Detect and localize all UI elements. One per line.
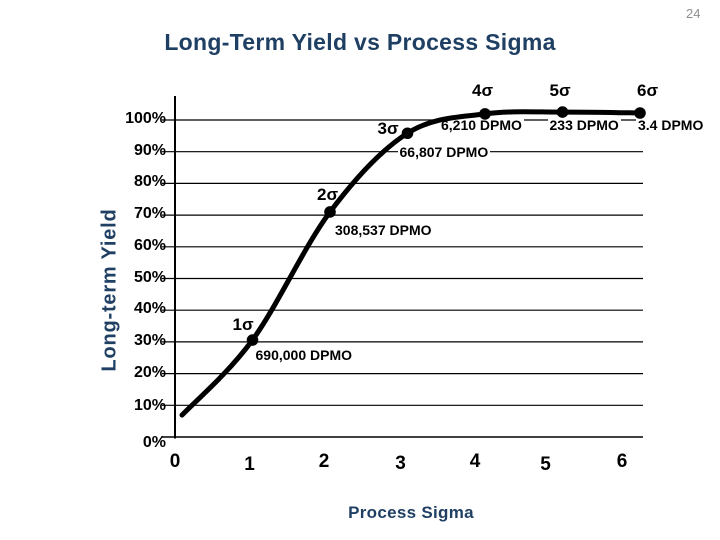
sigma-point-label: 3σ (377, 119, 399, 139)
y-tick-label: 0% (142, 434, 166, 451)
dpmo-label: 6,210 DPMO (439, 117, 524, 135)
y-tick-label: 100% (125, 110, 166, 127)
data-point-marker (246, 334, 259, 346)
sigma-point-label: 2σ (317, 184, 339, 204)
y-tick-label: 90% (133, 141, 166, 159)
sigma-point-label: 5σ (549, 81, 571, 100)
page-number: 24 (686, 6, 701, 21)
dpmo-label: 233 DPMO (547, 117, 621, 135)
y-tick-label: 30% (133, 331, 166, 349)
dpmo-label: 66,807 DPMO (397, 144, 491, 162)
sigma-point-label: 1σ (232, 315, 254, 335)
y-tick-label: 60% (133, 236, 166, 254)
x-tick-label: 6 (616, 451, 628, 472)
sigma-point-label: 6σ (637, 81, 659, 100)
dpmo-label: 3.4 DPMO (636, 117, 706, 135)
y-tick-label: 10% (133, 397, 166, 415)
x-tick-label: 4 (469, 451, 481, 472)
data-point-marker (556, 106, 569, 118)
y-tick-label: 70% (133, 205, 166, 223)
x-tick-label: 2 (318, 451, 330, 472)
data-point-marker (324, 206, 336, 218)
dpmo-label: 690,000 DPMO (253, 347, 354, 365)
y-tick-label: 80% (133, 173, 166, 191)
data-point-marker (479, 108, 491, 120)
page-title: Long-Term Yield vs Process Sigma (164, 29, 556, 55)
y-tick-label: 50% (133, 268, 166, 286)
yield-curve (179, 109, 643, 418)
x-axis-label: Process Sigma (348, 503, 474, 522)
y-tick-label: 20% (133, 363, 166, 381)
x-tick-label: 3 (395, 453, 406, 474)
x-tick-label: 1 (244, 454, 255, 475)
data-point-marker (401, 127, 414, 140)
data-point-marker (634, 107, 646, 119)
dpmo-label: 308,537 DPMO (333, 221, 434, 240)
y-tick-label: 40% (133, 300, 166, 318)
x-tick-label: 0 (169, 451, 181, 472)
x-tick-label: 5 (540, 454, 551, 475)
sigma-point-label: 4σ (472, 81, 494, 100)
